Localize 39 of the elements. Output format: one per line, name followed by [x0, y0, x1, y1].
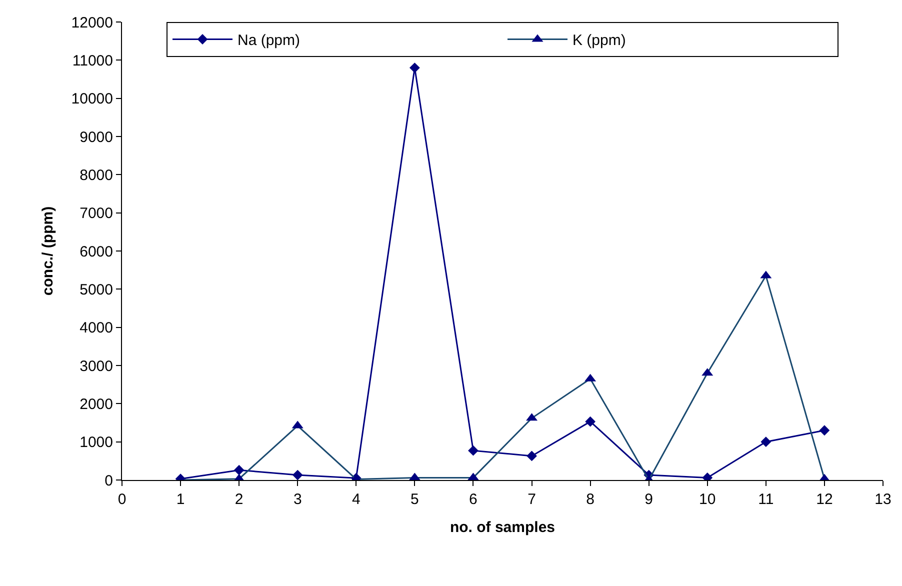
point [760, 436, 772, 448]
point [585, 416, 596, 427]
y-tick-label: 12000 [71, 14, 113, 32]
y-tick-label: 4000 [80, 320, 113, 337]
x-tick-label: 9 [644, 491, 654, 508]
x-tick-label: 2 [234, 491, 244, 508]
x-tick-label: 7 [528, 491, 536, 508]
y-tick-label: 11000 [72, 52, 113, 70]
point [234, 464, 244, 476]
x-tick-label: 12 [816, 491, 833, 508]
point [468, 445, 478, 456]
y-tick-label: 10000 [71, 90, 113, 108]
x-tick-label: 8 [586, 491, 594, 508]
y-tick-label: 0 [104, 472, 113, 490]
y-tick-label: 8000 [80, 166, 113, 184]
x-tick-label: 4 [352, 491, 360, 508]
x-tick-label: 13 [874, 491, 892, 508]
y-tick-label: 3000 [80, 358, 113, 375]
y-tick-label: 9000 [80, 128, 113, 146]
x-tick-label: 11 [758, 491, 774, 508]
x-tick-label: 1 [176, 491, 185, 508]
x-tick-label: 5 [410, 491, 419, 508]
y-tick-label: 7000 [80, 205, 113, 222]
y-tick-label: 6000 [80, 243, 113, 260]
x-tick-label: 6 [469, 491, 478, 508]
legend-label: Na (ppm) [238, 32, 300, 50]
y-axis-title: conc./ (ppm) [40, 206, 57, 296]
y-tick-label: 1000 [80, 434, 113, 452]
point [409, 62, 420, 73]
x-tick-label: 0 [118, 491, 126, 508]
point [526, 450, 537, 462]
x-axis-title: no. of samples [450, 519, 556, 536]
y-tick-label: 5000 [80, 281, 113, 298]
x-tick-label: 3 [293, 491, 302, 508]
point [819, 425, 830, 436]
legend-label: K (ppm) [572, 32, 626, 50]
y-tick-label: 2000 [80, 396, 113, 413]
x-tick-label: 10 [699, 491, 716, 508]
point [292, 470, 303, 480]
